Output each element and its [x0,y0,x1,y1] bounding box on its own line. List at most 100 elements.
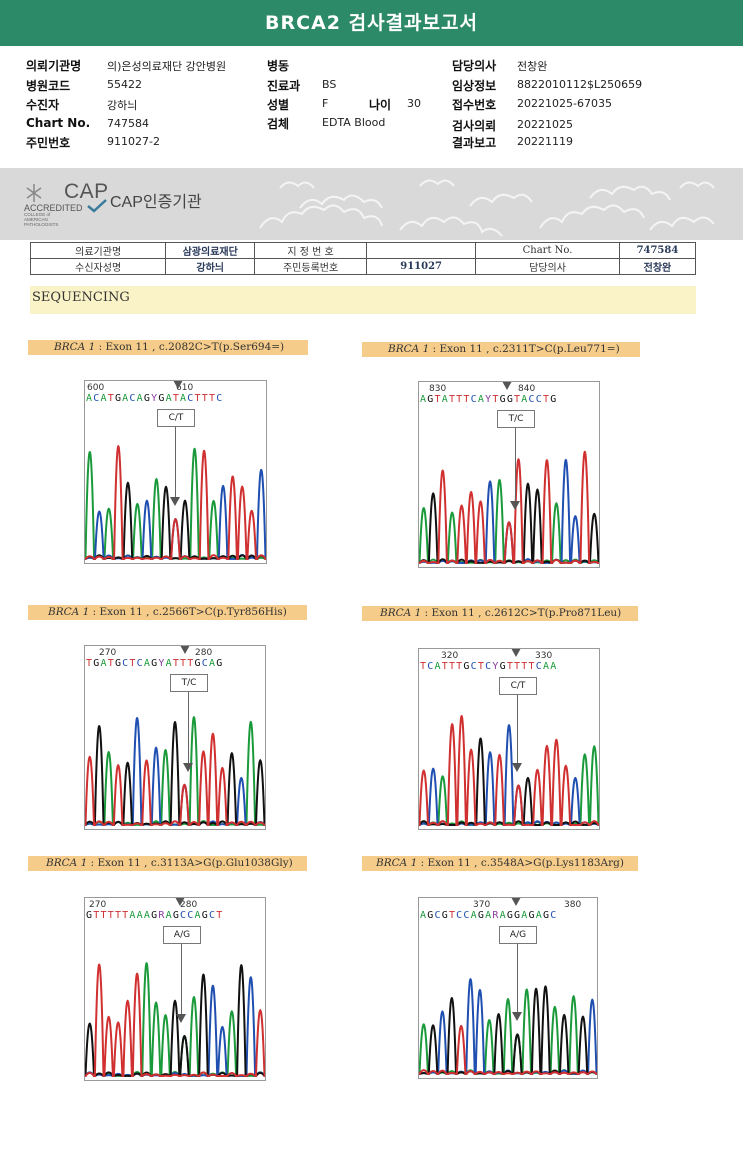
base-call: C [528,394,536,405]
variant-caption: BRCA 1 : Exon 11 , c.2612C>T(p.Pro871Leu… [362,606,638,621]
base-call: C [434,910,442,921]
chromatogram-trace [419,978,597,1075]
label-specimen: 검체 [267,117,290,131]
base-call: C [535,661,543,672]
variant-label: : Exon 11 , c.3113A>G(p.Glu1038Gly) [87,857,293,869]
genotype-call-box: A/G [163,926,201,944]
base-call: T [448,661,457,672]
label-resident-no: 주민번호 [26,136,71,150]
variant-arrow-icon [176,1014,186,1023]
guide-line [175,427,176,499]
base-call: C [187,393,195,404]
base-call: A [86,393,94,404]
base-call: G [528,910,536,921]
base-call: C [201,658,209,669]
base-call: C [535,394,543,405]
cap-emblem-icon [26,184,42,202]
base-call: C [122,658,130,669]
base-call: G [514,910,522,921]
label-physician: 담당의사 [452,59,497,73]
value-specimen: EDTA Blood [322,116,386,129]
base-sequence: TGATGCTCAGYATTTGCAG [86,658,223,669]
variant-arrow-icon [510,501,520,510]
base-call: T [456,394,464,405]
table-cell: 전창완 [618,258,697,275]
value-receipt-no: 20221025-67035 [517,97,612,110]
table-cell: 삼광의료재단 [165,242,256,259]
position-label: 280 [195,648,213,658]
base-call: T [86,658,94,669]
base-call: A [100,658,108,669]
position-label: 840 [518,384,536,394]
trace-T [85,732,265,826]
chromatogram-trace [419,715,599,826]
base-call: A [129,910,137,921]
position-label: 270 [99,648,117,658]
base-call: A [208,658,217,669]
info-table: 의료기관명 삼광의료재단 지 정 번 호 Chart No. 747584 수신… [29,242,697,275]
table-cell: 의료기관명 [29,242,167,259]
label-receipt-no: 접수번호 [452,98,497,112]
base-call: T [521,661,529,672]
base-call: T [194,393,202,404]
variant-label: : Exon 11 , c.2082C>T(p.Ser694=) [95,341,285,353]
chromatogram-trace [85,962,265,1077]
base-call: A [194,910,202,921]
label-age: 나이 [369,98,392,112]
base-call: T [434,394,442,405]
base-call: T [448,394,457,405]
base-call: A [550,661,558,672]
label-request-date: 검사의뢰 [452,119,497,133]
cap-accredited-text: ACCREDITED [24,203,83,213]
base-call: T [208,393,217,404]
cap-banner [0,168,743,240]
base-call: A [165,393,173,404]
base-call: C [136,658,144,669]
position-label: 610 [176,383,194,393]
base-call: T [542,394,551,405]
base-call: A [499,910,507,921]
table-cell: 담당의사 [475,258,620,275]
chromatogram-trace [85,716,265,826]
variant-label: : Exon 11 , c.2612C>T(p.Pro871Leu) [421,607,622,619]
position-label: 320 [441,651,459,661]
variant-arrow-icon [170,497,180,506]
variant-caption: BRCA 1 : Exon 11 , c.3113A>G(p.Glu1038Gl… [28,856,307,871]
base-call: G [158,393,166,404]
base-call: T [172,658,181,669]
variant-caption: BRCA 1 : Exon 11 , c.3548A>G(p.Lys1183Ar… [362,856,638,871]
base-call: G [550,394,558,405]
position-label: 280 [180,900,198,910]
base-call: T [216,910,224,921]
variant-arrow-icon [502,382,512,390]
base-call: G [151,910,159,921]
label-institution: 의뢰기관명 [26,59,82,73]
trace-T [85,445,266,560]
base-call: G [427,394,435,405]
value-patient: 강하늬 [107,99,138,112]
base-call: T [441,661,449,672]
guide-line [517,944,518,1014]
label-patient: 수진자 [26,98,60,112]
variant-caption: BRCA 1 : Exon 11 , c.2082C>T(p.Ser694=) [28,340,308,355]
base-call: A [441,394,449,405]
base-call: A [165,910,173,921]
base-call: A [143,658,152,669]
base-sequence: GTTTTTAAAGRAGCCAGCT [86,910,223,921]
chromatogram-trace [85,445,266,560]
table-cell: 747584 [618,242,697,259]
base-call: T [100,910,108,921]
base-call: C [456,910,464,921]
trace-T [419,450,599,564]
table-cell: 911027 [366,258,477,275]
position-label: 830 [429,384,447,394]
base-call: T [201,393,209,404]
base-call: Y [485,394,493,405]
base-call: T [129,658,137,669]
base-call: C [180,910,188,921]
base-call: G [194,658,202,669]
base-call: G [151,658,159,669]
base-call: A [485,910,493,921]
base-call: A [542,661,551,672]
variant-caption: BRCA 1 : Exon 11 , c.2311T>C(p.Leu771=) [362,342,640,357]
